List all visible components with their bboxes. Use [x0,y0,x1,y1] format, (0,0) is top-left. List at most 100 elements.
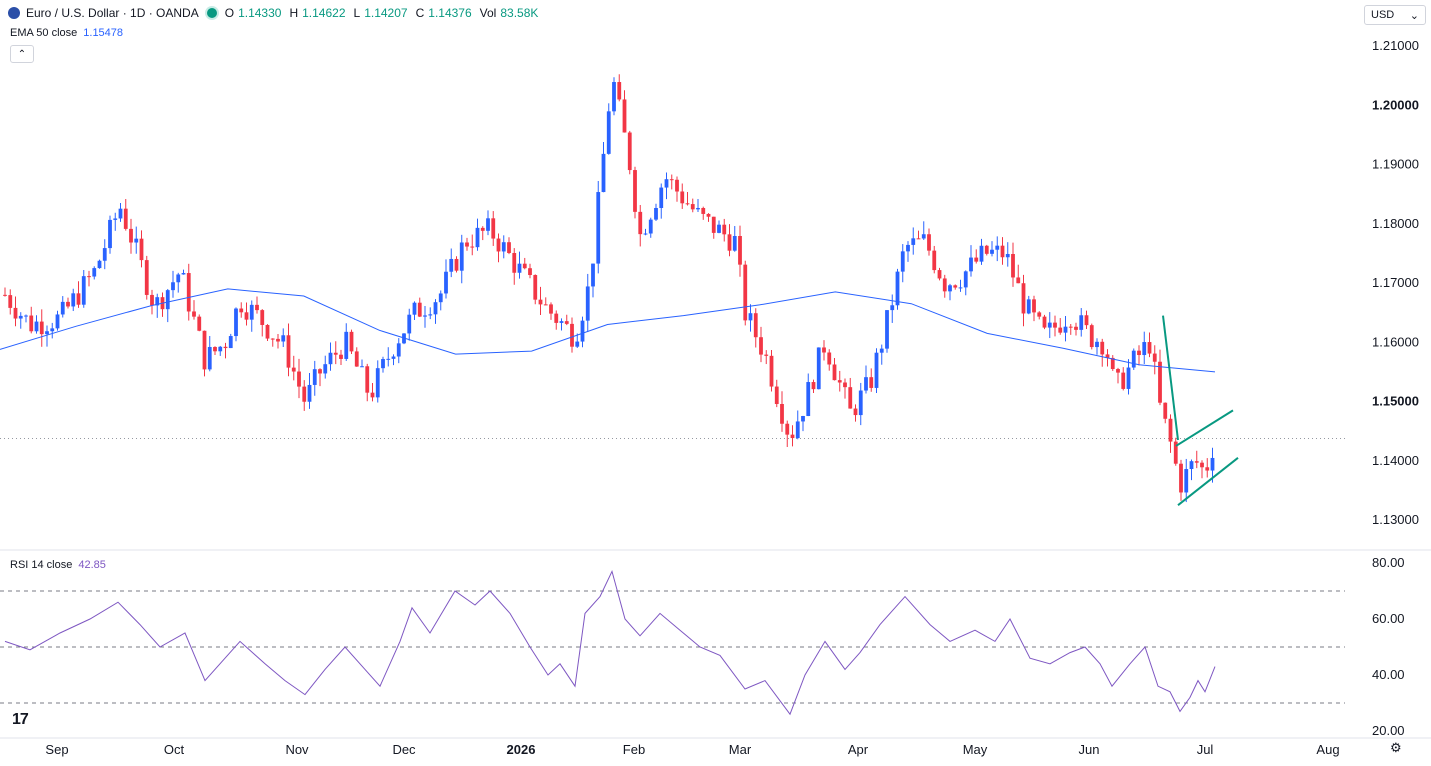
price-tick-label: 1.15000 [1372,394,1419,409]
currency-select[interactable]: USD ⌄ [1364,5,1426,25]
candle-body [276,338,280,342]
chevron-up-icon: ⌃ [17,48,27,60]
close-label: C [415,6,425,20]
candle-body [648,219,653,234]
gear-icon[interactable]: ⚙ [1390,740,1402,755]
time-tick-label: Sep [45,742,68,757]
candle-body [1079,315,1084,330]
candle-body [501,242,506,252]
candle-body [333,352,338,355]
candle-body [1152,353,1157,362]
candle-body [1089,325,1094,348]
candle-body [937,270,942,279]
candle-body [1011,253,1015,278]
time-tick-label: Nov [285,742,309,757]
candle-body [71,293,76,307]
candle-body [801,416,805,422]
candle-body [92,268,97,277]
candle-body [228,336,233,349]
rsi-label: RSI 14 close [10,559,73,571]
candle-body [722,224,727,235]
candle-body [675,179,679,192]
candle-body [664,179,669,188]
candle-body [927,234,931,251]
candle-body [795,421,800,439]
candle-body [612,82,616,112]
price-axis: 1.21000 1.20000 1.19000 1.18000 1.17000 1.160… [1372,38,1419,527]
candle-body [932,250,937,271]
candle-body [1189,461,1194,470]
vol-value: 83.58K [500,6,539,20]
candle-body [459,242,464,271]
candle-body [879,348,884,353]
candle-body [570,323,574,347]
candle-body [3,294,7,296]
candle-body [470,246,475,248]
candle-body [685,203,690,205]
candle-body [543,304,548,306]
candle-body [1200,462,1204,468]
candle-body [81,276,86,305]
candle-body [827,352,832,365]
candle-body [585,286,590,321]
candle-body [365,366,370,393]
candle-body [249,304,254,320]
ema-legend[interactable]: EMA 50 close 1.15478 [10,27,123,39]
candle-body [591,263,595,287]
candle-body [13,307,18,319]
candle-body [517,263,522,273]
rsi-legend[interactable]: RSI 14 close 42.85 [10,559,106,571]
candle-body [1194,461,1199,463]
high-label: H [289,6,299,20]
candle-body [680,191,685,204]
candle-body [1210,457,1215,471]
symbol-legend: Euro / U.S. Dollar · 1D · OANDA O 1.14330… [8,6,542,20]
candle-body [1095,341,1099,348]
candle-body [811,382,816,390]
candle-body [412,302,417,315]
vol-label: Vol [479,6,497,20]
candle-body [354,351,359,367]
time-tick-label: Jun [1079,742,1100,757]
rsi-axis: 80.00 60.00 40.00 20.00 [1372,555,1405,738]
candle-body [339,354,343,359]
tradingview-logo-icon[interactable]: 17 [12,711,29,728]
candle-body [186,273,191,312]
price-tick-label: 1.13000 [1372,512,1419,527]
time-tick-label: Feb [623,742,645,757]
candle-body [617,82,622,100]
candle-body [528,268,532,276]
time-tick-label: Oct [164,742,185,757]
candle-body [969,257,973,272]
candle-body [55,314,60,329]
candle-body [370,392,375,398]
candle-body [706,213,711,217]
candle-body [150,294,154,306]
candle-body [1126,367,1131,389]
candle-body [475,227,480,248]
candle-body [638,211,643,235]
candle-body [1158,361,1162,403]
rsi-tick-label: 60.00 [1372,611,1405,626]
open-label: O [224,6,235,20]
price-tick-label: 1.17000 [1372,275,1419,290]
symbol-title[interactable]: Euro / U.S. Dollar · 1D · OANDA [26,6,199,20]
collapse-legend-button[interactable]: ⌃ [10,45,34,63]
candle-body [1147,342,1152,354]
candle-body [911,238,916,245]
candle-body [596,192,601,264]
time-tick-label: Apr [848,742,869,757]
candle-body [344,331,349,359]
candle-body [580,320,585,342]
rsi-line [4,569,1216,716]
candle-body [428,314,433,316]
candle-body [491,218,496,239]
candle-body [234,308,238,337]
candle-body [853,408,858,416]
candle-body [281,335,286,342]
candle-body [144,260,149,295]
candle-body [1042,316,1047,328]
candle-body [948,285,952,292]
candle-body [155,297,160,306]
